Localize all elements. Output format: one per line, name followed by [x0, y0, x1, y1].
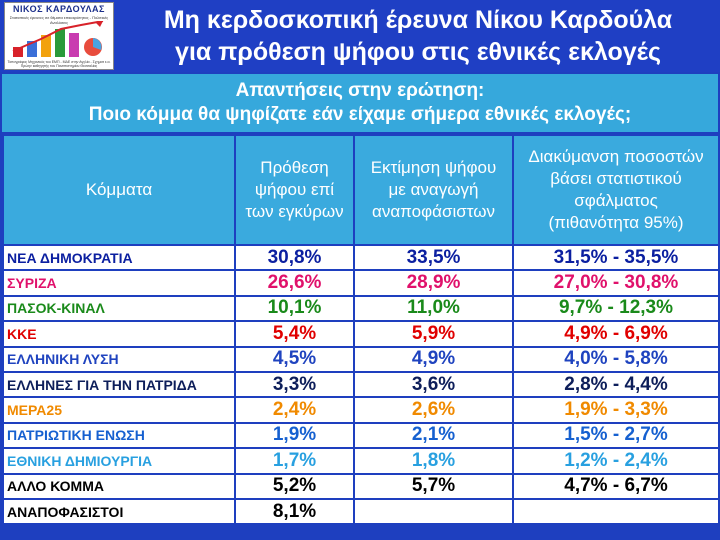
question-banner: Απαντήσεις στην ερώτηση: Ποιο κόμμα θα ψ… — [2, 74, 718, 132]
header-range: Διακύμανση ποσοστών βάσει στατιστικού σφ… — [514, 136, 718, 244]
estimate-value: 33,5% — [355, 246, 512, 270]
estimate-value: 5,7% — [355, 474, 512, 498]
estimate-value: 2,6% — [355, 398, 512, 422]
title-line-1: Μη κερδοσκοπική έρευνα Νίκου Καρδούλα — [163, 6, 673, 34]
logo: ΝΙΚΟΣ ΚΑΡΔΟΥΛΑΣ Στατιστικές έρευνες σε θ… — [4, 2, 114, 70]
range-value: 9,7% - 12,3% — [514, 296, 718, 321]
results-table: Κόμματα Πρόθεση ψήφου επί των εγκύρων Εκ… — [2, 134, 720, 525]
intent-value: 4,5% — [236, 347, 353, 371]
party-name: ΕΘΝΙΚΗ ΔΗΜΙΟΥΡΓΙΑ — [4, 449, 234, 473]
party-name: ΠΑΤΡΙΩΤΙΚΗ ΕΝΩΣΗ — [4, 423, 234, 448]
table-row: ΣΥΡΙΖΑ 26,6% 28,9% 27,0% - 30,8% — [4, 271, 718, 295]
table-row: ΝΕΑ ΔΗΜΟΚΡΑΤΙΑ 30,8% 33,5% 31,5% - 35,5% — [4, 246, 718, 270]
intent-value: 5,4% — [236, 322, 353, 346]
header-intent: Πρόθεση ψήφου επί των εγκύρων — [236, 136, 353, 244]
party-name: ΚΚΕ — [4, 322, 234, 346]
estimate-value: 11,0% — [355, 296, 512, 321]
table-row: ΠΑΤΡΙΩΤΙΚΗ ΕΝΩΣΗ 1,9% 2,1% 1,5% - 2,7% — [4, 423, 718, 448]
estimate-value: 4,9% — [355, 347, 512, 371]
intent-value: 8,1% — [236, 499, 353, 524]
party-name: ΝΕΑ ΔΗΜΟΚΡΑΤΙΑ — [4, 246, 234, 270]
range-value: 1,5% - 2,7% — [514, 423, 718, 448]
logo-footer: Τοπογράφος Μηχανικός του ΕΜΠ - ΜΔΕ στην … — [7, 60, 111, 68]
range-value: 1,2% - 2,4% — [514, 449, 718, 473]
range-value: 31,5% - 35,5% — [514, 246, 718, 270]
intent-value: 1,9% — [236, 423, 353, 448]
party-name: ΕΛΛΗΝΕΣ ΓΙΑ ΤΗΝ ΠΑΤΡΙΔΑ — [4, 372, 234, 397]
estimate-value: 1,8% — [355, 449, 512, 473]
party-name: ΑΝΑΠΟΦΑΣΙΣΤΟΙ — [4, 499, 234, 524]
logo-subtitle: Στατιστικές έρευνες σε θέματα επικαιρότη… — [9, 15, 109, 25]
intent-value: 26,6% — [236, 271, 353, 295]
intent-value: 2,4% — [236, 398, 353, 422]
header: ΝΙΚΟΣ ΚΑΡΔΟΥΛΑΣ Στατιστικές έρευνες σε θ… — [0, 0, 720, 72]
range-value: 1,9% - 3,3% — [514, 398, 718, 422]
estimate-value: 28,9% — [355, 271, 512, 295]
range-value: 4,0% - 5,8% — [514, 347, 718, 371]
estimate-value: 5,9% — [355, 322, 512, 346]
table-row: ΑΛΛΟ ΚΟΜΜΑ 5,2% 5,7% 4,7% - 6,7% — [4, 474, 718, 498]
title-line-2: για πρόθεση ψήφου στις εθνικές εκλογές — [175, 38, 661, 66]
intent-value: 1,7% — [236, 449, 353, 473]
range-value: 4,7% - 6,7% — [514, 474, 718, 498]
logo-chart-icon — [12, 21, 104, 57]
intent-value: 30,8% — [236, 246, 353, 270]
question-line-1: Απαντήσεις στην ερώτηση: — [235, 80, 485, 101]
table-row: ΚΚΕ 5,4% 5,9% 4,9% - 6,9% — [4, 322, 718, 346]
logo-name: ΝΙΚΟΣ ΚΑΡΔΟΥΛΑΣ — [13, 4, 105, 14]
table-row: ΜΕΡΑ25 2,4% 2,6% 1,9% - 3,3% — [4, 398, 718, 422]
estimate-value: 2,1% — [355, 423, 512, 448]
page-title: Μη κερδοσκοπική έρευνα Νίκου Καρδούλα γι… — [118, 4, 718, 68]
table-row: ΑΝΑΠΟΦΑΣΙΣΤΟΙ 8,1% — [4, 499, 718, 524]
range-value: 2,8% - 4,4% — [514, 372, 718, 397]
party-name: ΑΛΛΟ ΚΟΜΜΑ — [4, 474, 234, 498]
party-name: ΕΛΛΗΝΙΚΗ ΛΥΣΗ — [4, 347, 234, 371]
party-name: ΜΕΡΑ25 — [4, 398, 234, 422]
table-row: ΕΛΛΗΝΕΣ ΓΙΑ ΤΗΝ ΠΑΤΡΙΔΑ 3,3% 3,6% 2,8% -… — [4, 372, 718, 397]
party-name: ΠΑΣΟΚ-ΚΙΝΑΛ — [4, 296, 234, 321]
header-estimate: Εκτίμηση ψήφου με αναγωγή αναποφάσιστων — [355, 136, 512, 244]
table-row: ΕΘΝΙΚΗ ΔΗΜΙΟΥΡΓΙΑ 1,7% 1,8% 1,2% - 2,4% — [4, 449, 718, 473]
table-row: ΕΛΛΗΝΙΚΗ ΛΥΣΗ 4,5% 4,9% 4,0% - 5,8% — [4, 347, 718, 371]
range-value: 27,0% - 30,8% — [514, 271, 718, 295]
estimate-value: 3,6% — [355, 372, 512, 397]
intent-value: 5,2% — [236, 474, 353, 498]
intent-value: 10,1% — [236, 296, 353, 321]
table-row: ΠΑΣΟΚ-ΚΙΝΑΛ 10,1% 11,0% 9,7% - 12,3% — [4, 296, 718, 321]
header-party: Κόμματα — [4, 136, 234, 244]
table-header-row: Κόμματα Πρόθεση ψήφου επί των εγκύρων Εκ… — [4, 136, 718, 244]
range-value: 4,9% - 6,9% — [514, 322, 718, 346]
question-line-2: Ποιο κόμμα θα ψηφίζατε εάν είχαμε σήμερα… — [88, 104, 632, 125]
range-value — [514, 499, 718, 524]
intent-value: 3,3% — [236, 372, 353, 397]
estimate-value — [355, 499, 512, 524]
party-name: ΣΥΡΙΖΑ — [4, 271, 234, 295]
